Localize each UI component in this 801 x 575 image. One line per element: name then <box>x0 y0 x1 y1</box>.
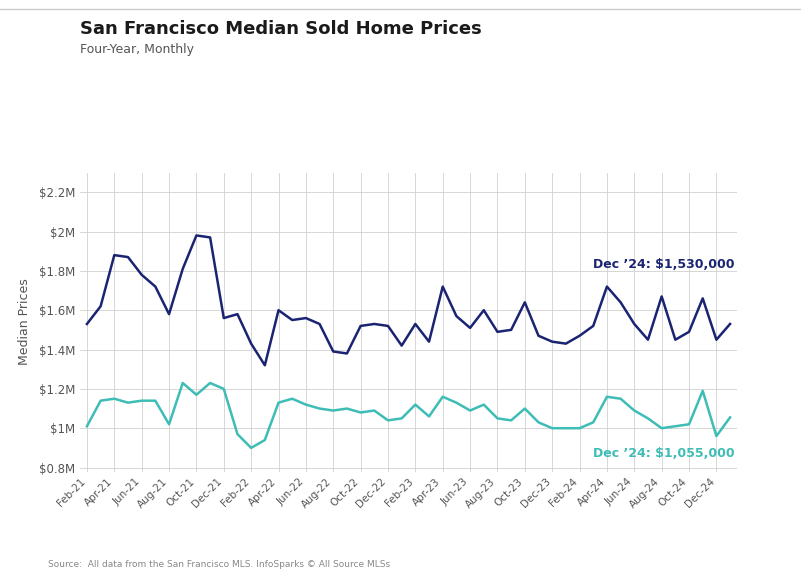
Text: Source:  All data from the San Francisco MLS. InfoSparks © All Source MLSs: Source: All data from the San Francisco … <box>48 560 390 569</box>
Text: Dec ’24: $1,055,000: Dec ’24: $1,055,000 <box>593 447 735 461</box>
Text: San Francisco Median Sold Home Prices: San Francisco Median Sold Home Prices <box>80 20 482 38</box>
Text: Four-Year, Monthly: Four-Year, Monthly <box>80 43 194 56</box>
Legend: Single-Family Home, Condo: Single-Family Home, Condo <box>290 573 527 575</box>
Y-axis label: Median Prices: Median Prices <box>18 279 30 365</box>
Text: Dec ’24: $1,530,000: Dec ’24: $1,530,000 <box>593 258 735 271</box>
